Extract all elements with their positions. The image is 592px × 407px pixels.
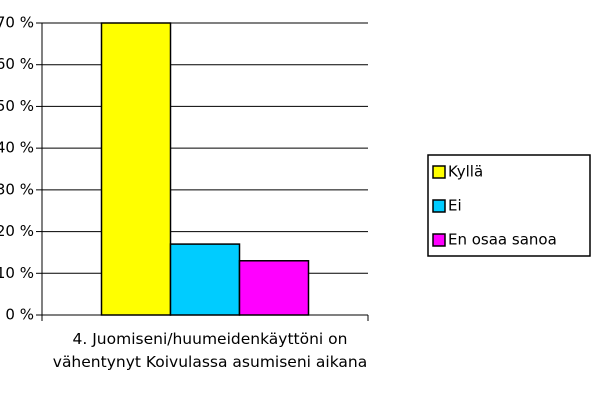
bar [169, 243, 241, 316]
y-tick-label: 20 % [0, 222, 34, 240]
bar [100, 22, 172, 316]
x-tick-label: 4. Juomiseni/huumeidenkäyttöni on vähent… [52, 330, 368, 371]
y-tick-label: 60 % [0, 55, 34, 73]
legend-box [427, 154, 591, 257]
legend-label: Ei [448, 197, 462, 215]
bar [238, 260, 310, 316]
y-tick-label: 40 % [0, 139, 34, 157]
y-tick-label: 30 % [0, 180, 34, 198]
y-tick-label: 70 % [0, 14, 34, 32]
y-tick-label: 50 % [0, 97, 34, 115]
y-tick-label: 10 % [0, 264, 34, 282]
legend-label: Kyllä [448, 163, 483, 181]
y-tick-label: 0 % [5, 306, 34, 324]
legend-swatch [432, 199, 446, 213]
legend-label: En osaa sanoa [448, 231, 557, 249]
legend-swatch [432, 233, 446, 247]
legend-swatch [432, 165, 446, 179]
